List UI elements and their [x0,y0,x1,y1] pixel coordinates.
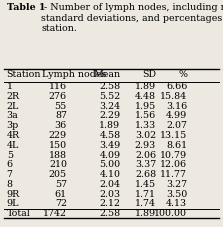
Text: 1.95: 1.95 [135,102,156,111]
Text: 55: 55 [55,102,67,111]
Text: 3.49: 3.49 [99,141,120,150]
Text: 3a: 3a [7,111,19,121]
Text: 57: 57 [55,180,67,189]
Text: 2L: 2L [7,102,19,111]
Text: 4.13: 4.13 [166,199,187,208]
Text: 36: 36 [55,121,67,130]
Text: 7: 7 [7,170,13,179]
Text: 72: 72 [55,199,67,208]
Text: 1.89: 1.89 [135,82,156,91]
Text: 3.50: 3.50 [166,190,187,199]
Text: 15.84: 15.84 [160,92,187,101]
Text: 12.06: 12.06 [160,160,187,169]
Text: 87: 87 [55,111,67,121]
Text: 3.02: 3.02 [135,131,156,140]
Text: 8: 8 [7,180,13,189]
Text: 1.56: 1.56 [135,111,156,121]
Text: 188: 188 [49,151,67,160]
Text: 4.58: 4.58 [99,131,120,140]
Text: 2.04: 2.04 [99,180,120,189]
Text: Lymph nodes: Lymph nodes [42,70,107,79]
Text: 9R: 9R [7,190,20,199]
Text: 2.58: 2.58 [99,209,120,218]
Text: 2.58: 2.58 [99,82,120,91]
Text: 2.06: 2.06 [135,151,156,160]
Text: 3.37: 3.37 [135,160,156,169]
Text: Table 1: Table 1 [7,3,45,12]
Text: 1.89: 1.89 [135,209,156,218]
Text: 2.29: 2.29 [99,111,120,121]
Text: 2R: 2R [7,92,20,101]
Text: 4.48: 4.48 [135,92,156,101]
Text: 9L: 9L [7,199,19,208]
Text: 13.15: 13.15 [160,131,187,140]
Text: 2.93: 2.93 [135,141,156,150]
Text: 150: 150 [49,141,67,150]
Text: 3.16: 3.16 [166,102,187,111]
Text: Mean: Mean [93,70,120,79]
Text: 4.09: 4.09 [99,151,120,160]
Text: %: % [178,70,187,79]
Text: 8.61: 8.61 [166,141,187,150]
Text: Total: Total [7,209,31,218]
Text: 205: 205 [49,170,67,179]
Text: Station: Station [7,70,41,79]
Text: 5: 5 [7,151,13,160]
Text: 2.03: 2.03 [99,190,120,199]
Text: 1.89: 1.89 [99,121,120,130]
Text: 2.12: 2.12 [99,199,120,208]
Text: 3.24: 3.24 [99,102,120,111]
Text: 6: 6 [7,160,13,169]
Text: 11.77: 11.77 [160,170,187,179]
Text: 4.10: 4.10 [99,170,120,179]
Text: 116: 116 [49,82,67,91]
Text: 4.99: 4.99 [166,111,187,121]
Text: 1.74: 1.74 [135,199,156,208]
Text: SD: SD [142,70,156,79]
Text: 229: 229 [49,131,67,140]
Text: 3.27: 3.27 [166,180,187,189]
Text: 210: 210 [49,160,67,169]
Text: 1.33: 1.33 [135,121,156,130]
Text: 1.45: 1.45 [135,180,156,189]
Text: 100.00: 100.00 [154,209,187,218]
Text: - Number of lymph nodes, including means,
standard deviations, and percentages o: - Number of lymph nodes, including means… [41,3,223,33]
Text: 5.00: 5.00 [99,160,120,169]
Text: 2.07: 2.07 [166,121,187,130]
Text: 2.68: 2.68 [135,170,156,179]
Text: 1742: 1742 [43,209,67,218]
Text: 4R: 4R [7,131,20,140]
Text: 3p: 3p [7,121,19,130]
Text: 5.52: 5.52 [99,92,120,101]
Text: 1.71: 1.71 [135,190,156,199]
Text: 10.79: 10.79 [160,151,187,160]
Text: 276: 276 [49,92,67,101]
Text: 61: 61 [55,190,67,199]
Text: 1: 1 [7,82,13,91]
Text: 4L: 4L [7,141,19,150]
Text: 6.66: 6.66 [166,82,187,91]
